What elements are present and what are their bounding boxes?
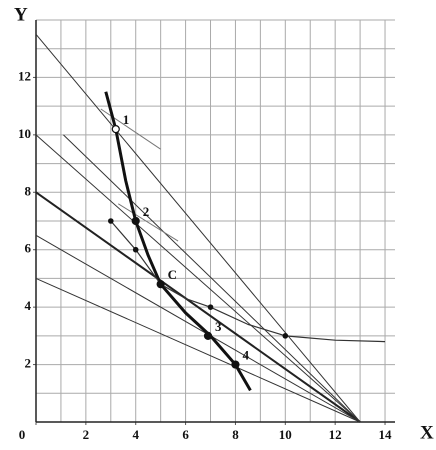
dot: [132, 246, 139, 253]
point: [231, 360, 240, 369]
dot: [282, 333, 289, 339]
point-label: 3: [215, 319, 222, 334]
dot: [207, 304, 214, 310]
point-label: 2: [143, 204, 150, 219]
x-tick-label: 0: [19, 427, 26, 442]
y-tick-label: 8: [25, 183, 32, 198]
line: [118, 203, 179, 242]
point: [131, 216, 140, 226]
dot: [107, 218, 114, 224]
line: [100, 108, 161, 150]
line: [35, 134, 361, 423]
line: [35, 34, 361, 423]
x-tick-label: 12: [329, 427, 342, 442]
x-tick-label: 14: [379, 427, 393, 442]
point: [111, 125, 120, 134]
line: [104, 91, 252, 392]
x-tick-label: 10: [279, 427, 292, 442]
line: [35, 191, 361, 423]
line: [35, 277, 361, 423]
x-tick-label: 2: [83, 427, 90, 442]
x-tick-label: 6: [182, 427, 189, 442]
x-axis-label: X: [420, 422, 434, 443]
y-tick-label: 2: [25, 356, 32, 371]
point-label: C: [168, 267, 177, 282]
y-tick-label: 10: [18, 126, 31, 141]
x-tick-label: 8: [232, 427, 239, 442]
y-tick-label: 6: [25, 241, 32, 256]
y-tick-label: 12: [18, 68, 31, 83]
x-tick-label: 4: [132, 427, 139, 442]
point-label: 4: [242, 348, 249, 363]
line: [63, 134, 361, 423]
line: [35, 234, 361, 423]
y-axis-label: Y: [14, 4, 28, 25]
point: [203, 331, 213, 340]
point: [156, 280, 165, 289]
point-label: 1: [123, 112, 129, 127]
line: [110, 220, 386, 343]
y-tick-label: 4: [25, 298, 32, 313]
